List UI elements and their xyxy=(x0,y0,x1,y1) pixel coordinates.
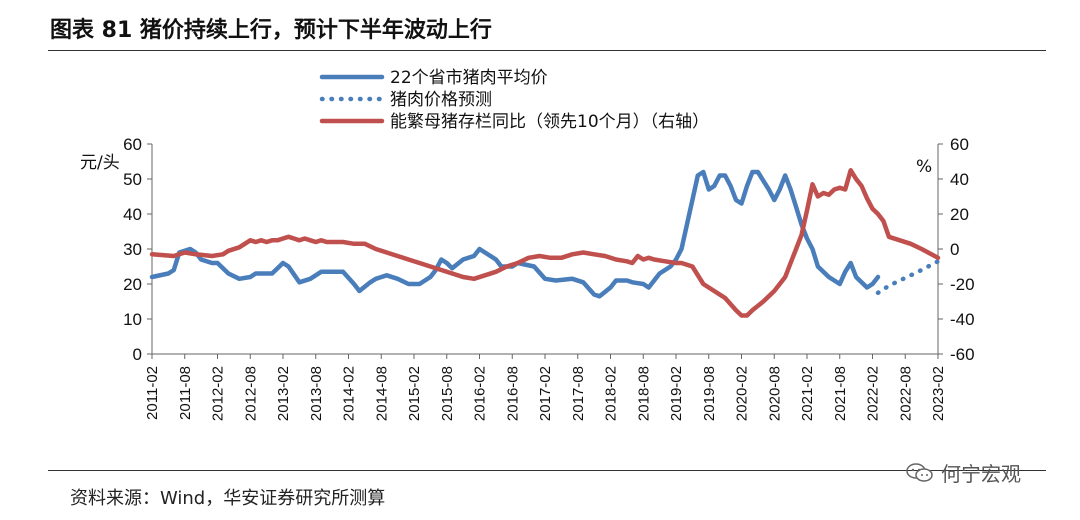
series-layer xyxy=(149,168,941,318)
x-tick-label: 2017-02 xyxy=(537,366,554,421)
x-tick-label: 2019-02 xyxy=(668,366,685,421)
right-tick-label: -40 xyxy=(950,310,975,329)
x-tick-label: 2021-02 xyxy=(799,366,816,421)
left-tick-label: 50 xyxy=(123,170,142,189)
x-tick-label: 2019-08 xyxy=(701,366,718,421)
series-line-0 xyxy=(149,169,881,299)
legend-label-1: 猪肉价格预测 xyxy=(390,90,492,110)
x-tick-label: 2014-08 xyxy=(373,366,390,421)
x-tick-label: 2018-02 xyxy=(603,366,620,421)
left-tick-label: 0 xyxy=(133,345,142,364)
right-tick-label: 20 xyxy=(950,205,969,224)
x-tick-label: 2012-08 xyxy=(242,366,259,421)
series-line-1 xyxy=(875,259,941,296)
x-tick-label: 2018-08 xyxy=(635,366,652,421)
right-tick-label: 60 xyxy=(950,135,969,154)
x-tick-label: 2011-08 xyxy=(177,366,194,420)
chart-axes: 0 10 20 30 40 50 60 -60 -40 -20 0 20 40 60 2011-02 2011… xyxy=(123,135,975,421)
chart-title: 图表 81 猪价持续上行，预计下半年波动上行 xyxy=(50,18,492,43)
x-tick-label: 2016-02 xyxy=(472,366,489,421)
x-tick-label: 2015-08 xyxy=(439,366,456,421)
x-tick-label: 2015-02 xyxy=(406,366,423,421)
x-tick-label: 2013-02 xyxy=(275,366,292,421)
x-tick-label: 2023-02 xyxy=(930,366,947,421)
x-tick-label: 2011-02 xyxy=(144,366,161,420)
x-tick-label: 2022-08 xyxy=(897,366,914,421)
right-axis-unit: % xyxy=(916,157,932,177)
legend-label-0: 22个省市猪肉平均价 xyxy=(390,68,548,88)
x-tick-label: 2017-08 xyxy=(570,366,587,421)
right-tick-label: 40 xyxy=(950,170,969,189)
x-tick-label: 2014-02 xyxy=(341,366,358,421)
left-axis-unit: 元/头 xyxy=(80,153,120,173)
x-tick-label: 2013-08 xyxy=(308,366,325,421)
right-tick-label: -20 xyxy=(950,275,975,294)
left-tick-label: 60 xyxy=(123,135,142,154)
x-tick-label: 2022-02 xyxy=(865,366,882,421)
left-tick-label: 10 xyxy=(123,310,142,329)
left-tick-label: 30 xyxy=(123,240,142,259)
x-tick-label: 2012-02 xyxy=(210,366,227,421)
x-tick-label: 2021-08 xyxy=(832,366,849,421)
x-tick-label: 2020-02 xyxy=(734,366,751,421)
watermark: 何宁宏观 xyxy=(905,458,1021,487)
title-rule xyxy=(48,50,1046,51)
right-tick-label: -60 xyxy=(950,345,975,364)
wechat-icon xyxy=(906,462,933,482)
legend-label-2: 能繁母猪存栏同比（领先10个月）（右轴） xyxy=(390,112,709,132)
x-tick-label: 2016-08 xyxy=(504,366,521,421)
right-tick-label: 0 xyxy=(950,240,959,259)
left-tick-label: 20 xyxy=(123,275,142,294)
source-rule xyxy=(48,470,1046,471)
source-note: 资料来源：Wind，华安证券研究所测算 xyxy=(70,488,386,509)
x-tick-label: 2020-08 xyxy=(766,366,783,421)
left-tick-label: 40 xyxy=(123,205,142,224)
series-line-2 xyxy=(149,168,941,318)
watermark-text: 何宁宏观 xyxy=(941,462,1021,486)
